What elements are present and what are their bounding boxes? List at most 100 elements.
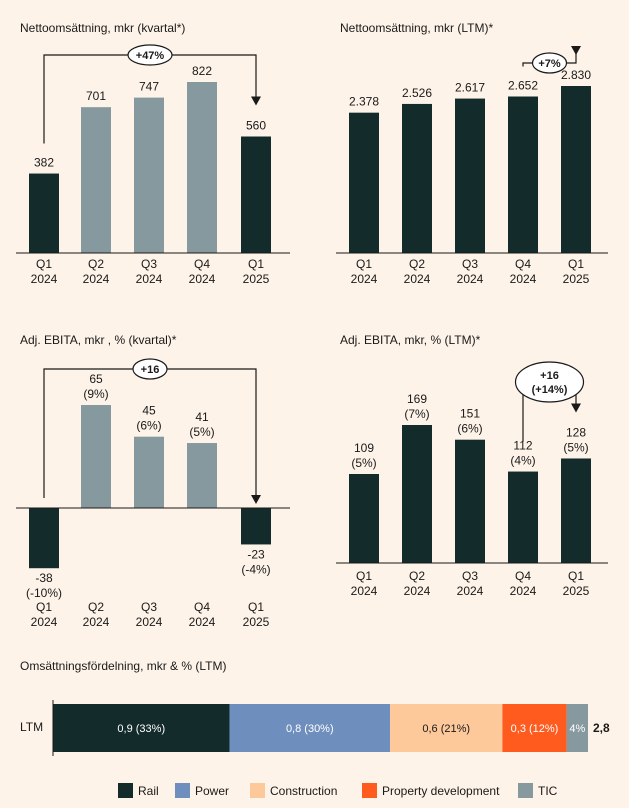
comparison-arrow-head [571,46,581,55]
comparison-label-line: +7% [538,58,561,70]
tick-label: Q1 2024 [351,569,378,598]
tick-label-line: Q3 [462,569,478,583]
tick-label-line: Q3 [141,257,157,271]
row-label: LTM [20,720,43,734]
tick-label-line: Q1 [248,257,264,271]
tick-label-line: 2024 [457,584,484,598]
data-label-line: (7%) [404,407,429,421]
data-label-line: 822 [192,64,212,78]
tick-label: Q4 2024 [510,257,537,286]
data-label: 109 (5%) [351,441,376,470]
tick-label: Q1 2024 [351,257,378,286]
tick-label-line: Q1 [568,569,584,583]
data-label-line: -38 [35,571,53,585]
tick-label-line: Q1 [36,257,52,271]
data-label: 41 (5%) [189,410,214,439]
data-label-line: 382 [34,156,54,170]
bar-4 [508,96,538,254]
tick-label-line: 2025 [563,272,590,286]
tick-label-line: 2024 [136,272,163,286]
comparison-bubble [127,44,173,66]
comparison-label-line: (+14%) [532,384,568,396]
tick-label-line: Q2 [409,569,425,583]
tick-label: Q1 2024 [31,257,58,286]
tick-label-line: Q3 [462,257,478,271]
tick-label-line: Q1 [356,569,372,583]
data-label-line: 2.652 [508,79,538,93]
segment-construction [390,704,503,752]
tick-label: Q2 2024 [404,569,431,598]
data-label-line: 169 [407,392,427,406]
tick-label: Q1 2025 [243,600,270,629]
bar-2 [402,103,432,253]
bar-1 [349,473,379,563]
tick-label-line: Q2 [88,600,104,614]
data-label-line: (-10%) [26,586,62,600]
comparison-label: +16 [141,364,160,376]
tick-label-line: 2024 [83,272,110,286]
bar-2 [81,405,111,508]
chart-title: Omsättningsfördelning, mkr & % (LTM) [20,659,227,673]
segment-label: 0,9 (33%) [117,723,165,735]
tick-label: Q2 2024 [404,257,431,286]
data-label-line: (9%) [83,387,108,401]
legend-entry: Rail [138,784,159,798]
chart-title: Nettoomsättning, mkr (kvartal*) [20,21,185,35]
comparison-label-line: +16 [540,370,559,382]
data-label-line: (5%) [189,425,214,439]
comparison-label-line: +16 [141,364,160,376]
tick-label-line: 2024 [457,272,484,286]
chart-ebita_ltm: Adj. EBITA, mkr, % (LTM)*109 (5%)Q1 202416… [336,333,608,598]
chart-title: Nettoomsättning, mkr (LTM)* [340,21,493,35]
comparison-arrow-head [251,495,261,504]
data-label-line: (4%) [510,454,535,468]
tick-label-line: 2024 [31,615,58,629]
comparison-bubble [531,52,568,74]
data-label: 2.526 [402,86,432,100]
data-label: 560 [246,119,266,133]
bar-3 [455,439,485,563]
bar-5 [241,136,271,253]
tick-label-line: Q4 [515,569,531,583]
data-label: -38 (-10%) [26,571,62,600]
tick-label-line: Q1 [36,600,52,614]
bar-4 [187,82,217,253]
segment-property-development [502,704,567,752]
data-label-line: 747 [139,80,159,94]
tick-label-line: 2024 [404,272,431,286]
tick-label-line: Q4 [194,257,210,271]
data-label: 382 [34,156,54,170]
data-label-line: 151 [460,407,480,421]
data-label-line: 45 [142,404,156,418]
tick-label-line: Q1 [248,600,264,614]
tick-label-line: 2025 [243,272,270,286]
segment-tic [566,704,588,752]
legend-swatch [175,783,190,798]
tick-label-line: Q4 [194,600,210,614]
chart-distribution: Omsättningsfördelning, mkr & % (LTM) LTM 0… [20,659,610,798]
tick-label-line: Q2 [88,257,104,271]
legend-swatch [362,783,377,798]
tick-label-line: Q3 [141,600,157,614]
comparison-label: +7% [538,58,561,70]
tick-label: Q4 2024 [510,569,537,598]
legend-entry: Power [195,784,229,798]
tick-label: Q4 2024 [189,600,216,629]
segment-label: 4% [569,723,585,735]
data-label: 112 (4%) [510,439,535,468]
bar-2 [81,107,111,253]
data-label-line: 2.830 [561,68,591,82]
tick-label: Q3 2024 [457,257,484,286]
tick-label-line: 2024 [351,584,378,598]
tick-label: Q4 2024 [189,257,216,286]
data-label: 822 [192,64,212,78]
tick-label: Q1 2024 [31,600,58,629]
bar-2 [402,425,432,563]
legend-swatch [118,783,133,798]
total-label: 2,8 [593,721,610,735]
tick-label-line: 2024 [83,615,110,629]
data-label: 128 (5%) [563,425,588,454]
chart-title: Adj. EBITA, mkr , % (kvartal)* [20,333,177,347]
